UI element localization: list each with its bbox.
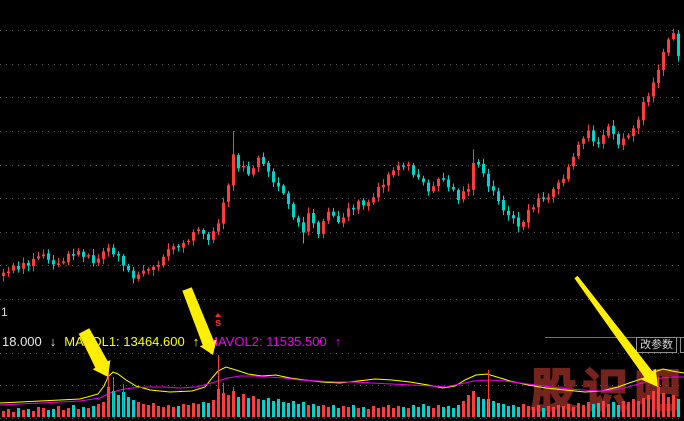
volume-value: 18.000 [2, 333, 42, 349]
mavol2-value: MAVOL2: 11535.500 [207, 333, 327, 349]
volume-status-bar: 18.000 ↓ MAVOL1: 13464.600 ↑ MAVOL2: 115… [2, 331, 341, 351]
change-params-button[interactable]: 改参数 [636, 337, 677, 353]
price-pane-partial-label: 1 [1, 305, 8, 319]
volume-down-arrow-icon: ↓ [49, 333, 57, 349]
partial-button-edge[interactable] [680, 337, 684, 353]
mavol1-value: MAVOL1: 13464.600 [64, 333, 185, 349]
sell-marker: s [211, 313, 225, 329]
sell-marker-label: s [214, 317, 222, 329]
up-caret-icon [215, 313, 221, 317]
mavol2-up-arrow-icon: ↑ [334, 333, 342, 349]
mavol1-up-arrow-icon: ↑ [192, 333, 200, 349]
